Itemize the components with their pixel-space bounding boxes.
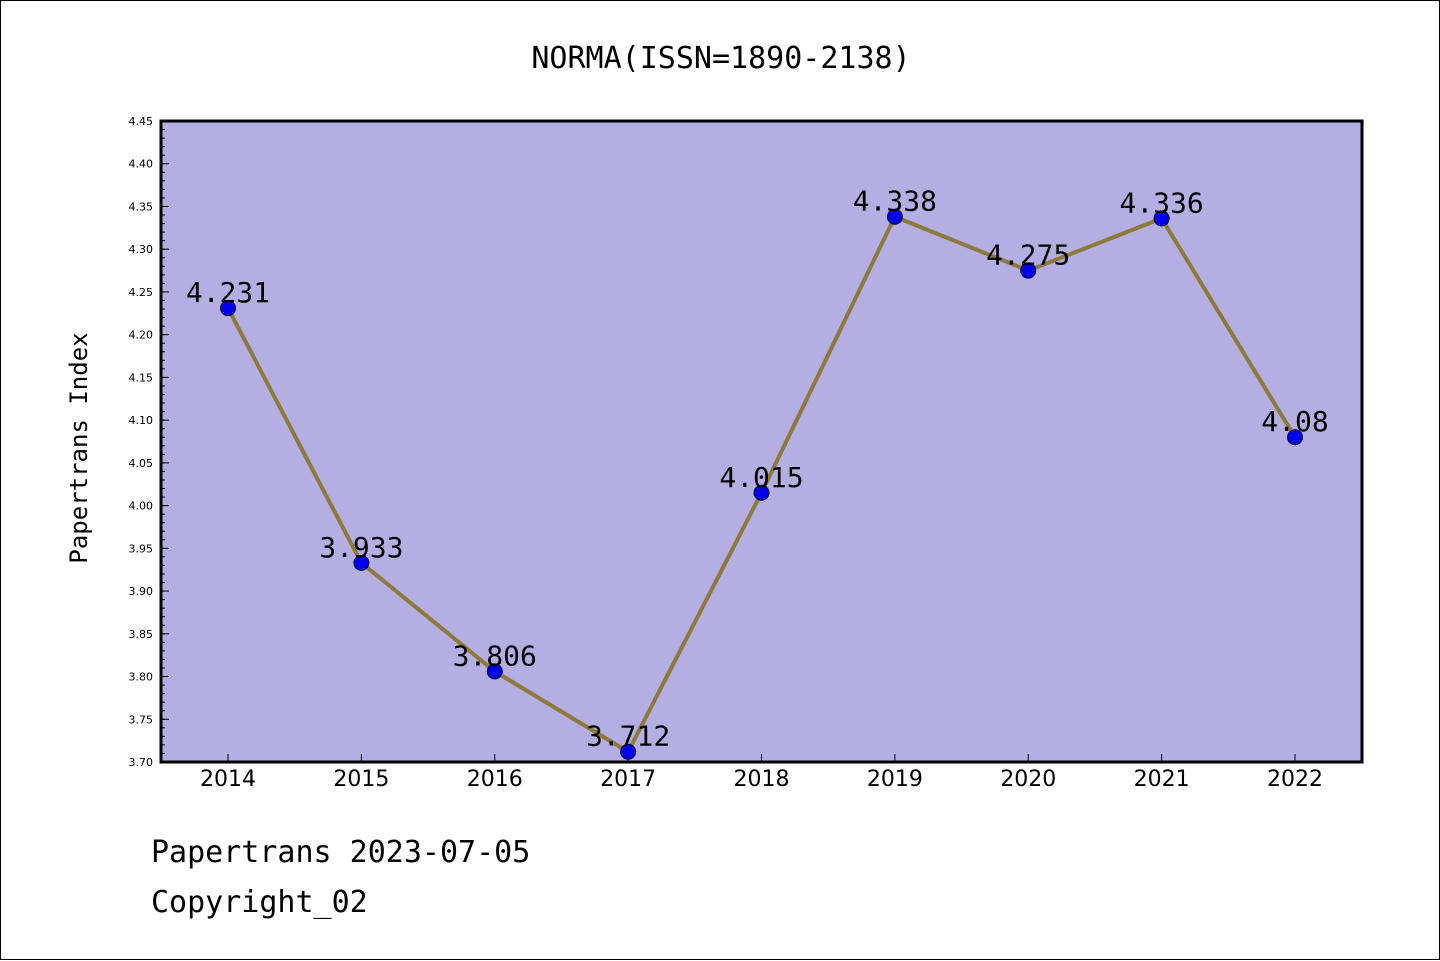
data-label: 4.338 bbox=[853, 185, 937, 218]
y-tick-label: 4.10 bbox=[129, 414, 154, 427]
data-labels: 4.231 3.933 3.806 3.712 4.015 4.338 4.275 4.336… bbox=[186, 185, 1329, 753]
y-tick-label: 4.25 bbox=[129, 286, 154, 299]
data-label: 4.336 bbox=[1119, 186, 1203, 219]
y-tick-label: 4.35 bbox=[129, 200, 154, 213]
x-tick-label: 2016 bbox=[467, 767, 523, 792]
data-points bbox=[220, 208, 1303, 760]
data-point bbox=[620, 743, 637, 760]
data-label: 4.275 bbox=[986, 239, 1070, 272]
x-tick-label: 2022 bbox=[1267, 767, 1323, 792]
x-tick-label: 2014 bbox=[200, 767, 256, 792]
data-point bbox=[886, 208, 903, 225]
y-tick-label: 4.15 bbox=[129, 371, 154, 384]
y-tick-label: 3.70 bbox=[129, 756, 154, 769]
data-point bbox=[1153, 210, 1170, 227]
x-tick-label: 2018 bbox=[734, 767, 790, 792]
x-axis: 2014 2015 2016 2017 2018 2019 2020 2021 2022 bbox=[200, 754, 1323, 792]
data-label: 3.806 bbox=[453, 639, 537, 672]
y-axis: 3.70 3.75 3.80 3.85 3.90 3.95 4.00 4.05 4.10 4.15… bbox=[129, 115, 169, 769]
y-tick-label: 3.90 bbox=[129, 585, 154, 598]
footer-date-text: Papertrans 2023-07-05 bbox=[151, 835, 531, 870]
plot-area bbox=[159, 119, 1364, 764]
x-tick-label: 2021 bbox=[1134, 767, 1190, 792]
y-tick-label: 4.40 bbox=[129, 158, 154, 171]
y-tick-label: 4.00 bbox=[129, 500, 154, 513]
data-label: 4.08 bbox=[1261, 405, 1328, 438]
data-point bbox=[753, 484, 770, 501]
footer-copyright-text: Copyright_02 bbox=[151, 885, 368, 920]
y-tick-label: 4.05 bbox=[129, 457, 154, 470]
y-tick-label: 4.20 bbox=[129, 329, 154, 342]
data-label: 4.015 bbox=[719, 461, 803, 494]
x-tick-label: 2019 bbox=[867, 767, 923, 792]
data-label: 3.933 bbox=[319, 531, 403, 564]
y-tick-label: 3.95 bbox=[129, 542, 154, 555]
data-point bbox=[1020, 262, 1037, 279]
y-tick-label: 3.85 bbox=[129, 628, 154, 641]
y-axis-label: Papertrans Index bbox=[65, 332, 93, 563]
x-tick-label: 2020 bbox=[1000, 767, 1056, 792]
data-point bbox=[353, 554, 370, 571]
data-label: 4.231 bbox=[186, 276, 270, 309]
data-label: 3.712 bbox=[586, 720, 670, 753]
x-tick-label: 2015 bbox=[333, 767, 389, 792]
x-tick-label: 2017 bbox=[600, 767, 656, 792]
data-point bbox=[1287, 429, 1303, 446]
data-point bbox=[220, 300, 236, 317]
y-tick-label: 4.45 bbox=[129, 115, 154, 128]
y-tick-label: 3.75 bbox=[129, 713, 154, 726]
y-tick-label: 4.30 bbox=[129, 243, 154, 256]
data-point bbox=[486, 663, 503, 680]
chart-title: NORMA(ISSN=1890-2138) bbox=[531, 41, 910, 76]
y-tick-label: 3.80 bbox=[129, 671, 154, 684]
